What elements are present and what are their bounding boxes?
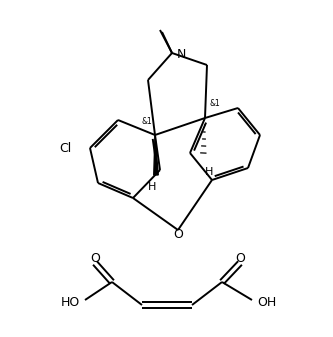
Text: HO: HO — [61, 296, 80, 308]
Text: O: O — [173, 228, 183, 242]
Text: &1: &1 — [209, 99, 220, 109]
Text: &1: &1 — [141, 117, 152, 125]
Polygon shape — [154, 135, 158, 175]
Text: O: O — [235, 252, 245, 266]
Text: Cl: Cl — [60, 142, 72, 154]
Text: O: O — [90, 252, 100, 266]
Text: H: H — [205, 167, 213, 177]
Text: OH: OH — [257, 296, 276, 308]
Text: H: H — [148, 182, 156, 192]
Text: N: N — [177, 49, 186, 61]
